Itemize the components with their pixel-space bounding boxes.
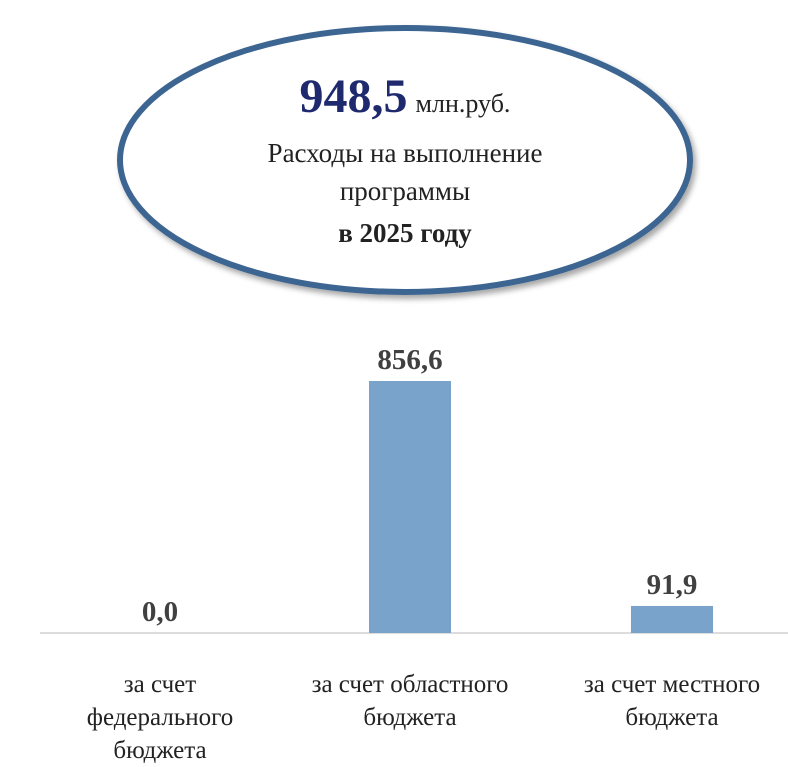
total-unit: млн.руб.: [416, 89, 511, 118]
ellipse: [117, 25, 693, 295]
x-tick-label: за счет областного бюджета: [311, 671, 509, 731]
value-label: 0,0: [142, 596, 178, 628]
x-tick-label: за счет федерального бюджета: [86, 671, 234, 764]
x-tick-label: за счет местного бюджета: [583, 671, 761, 731]
bar: [369, 381, 451, 633]
value-label: 856,6: [377, 344, 442, 376]
value-label: 91,9: [647, 569, 698, 601]
annotation-line: Расходы на выполнение: [268, 138, 543, 168]
total-value: 948,5: [300, 70, 408, 123]
bar: [631, 605, 713, 633]
annotation-line: программы: [340, 176, 470, 206]
annotation-emphasis: в 2025 году: [338, 218, 472, 248]
annotation-total: 948,5 млн.руб.: [300, 70, 511, 123]
